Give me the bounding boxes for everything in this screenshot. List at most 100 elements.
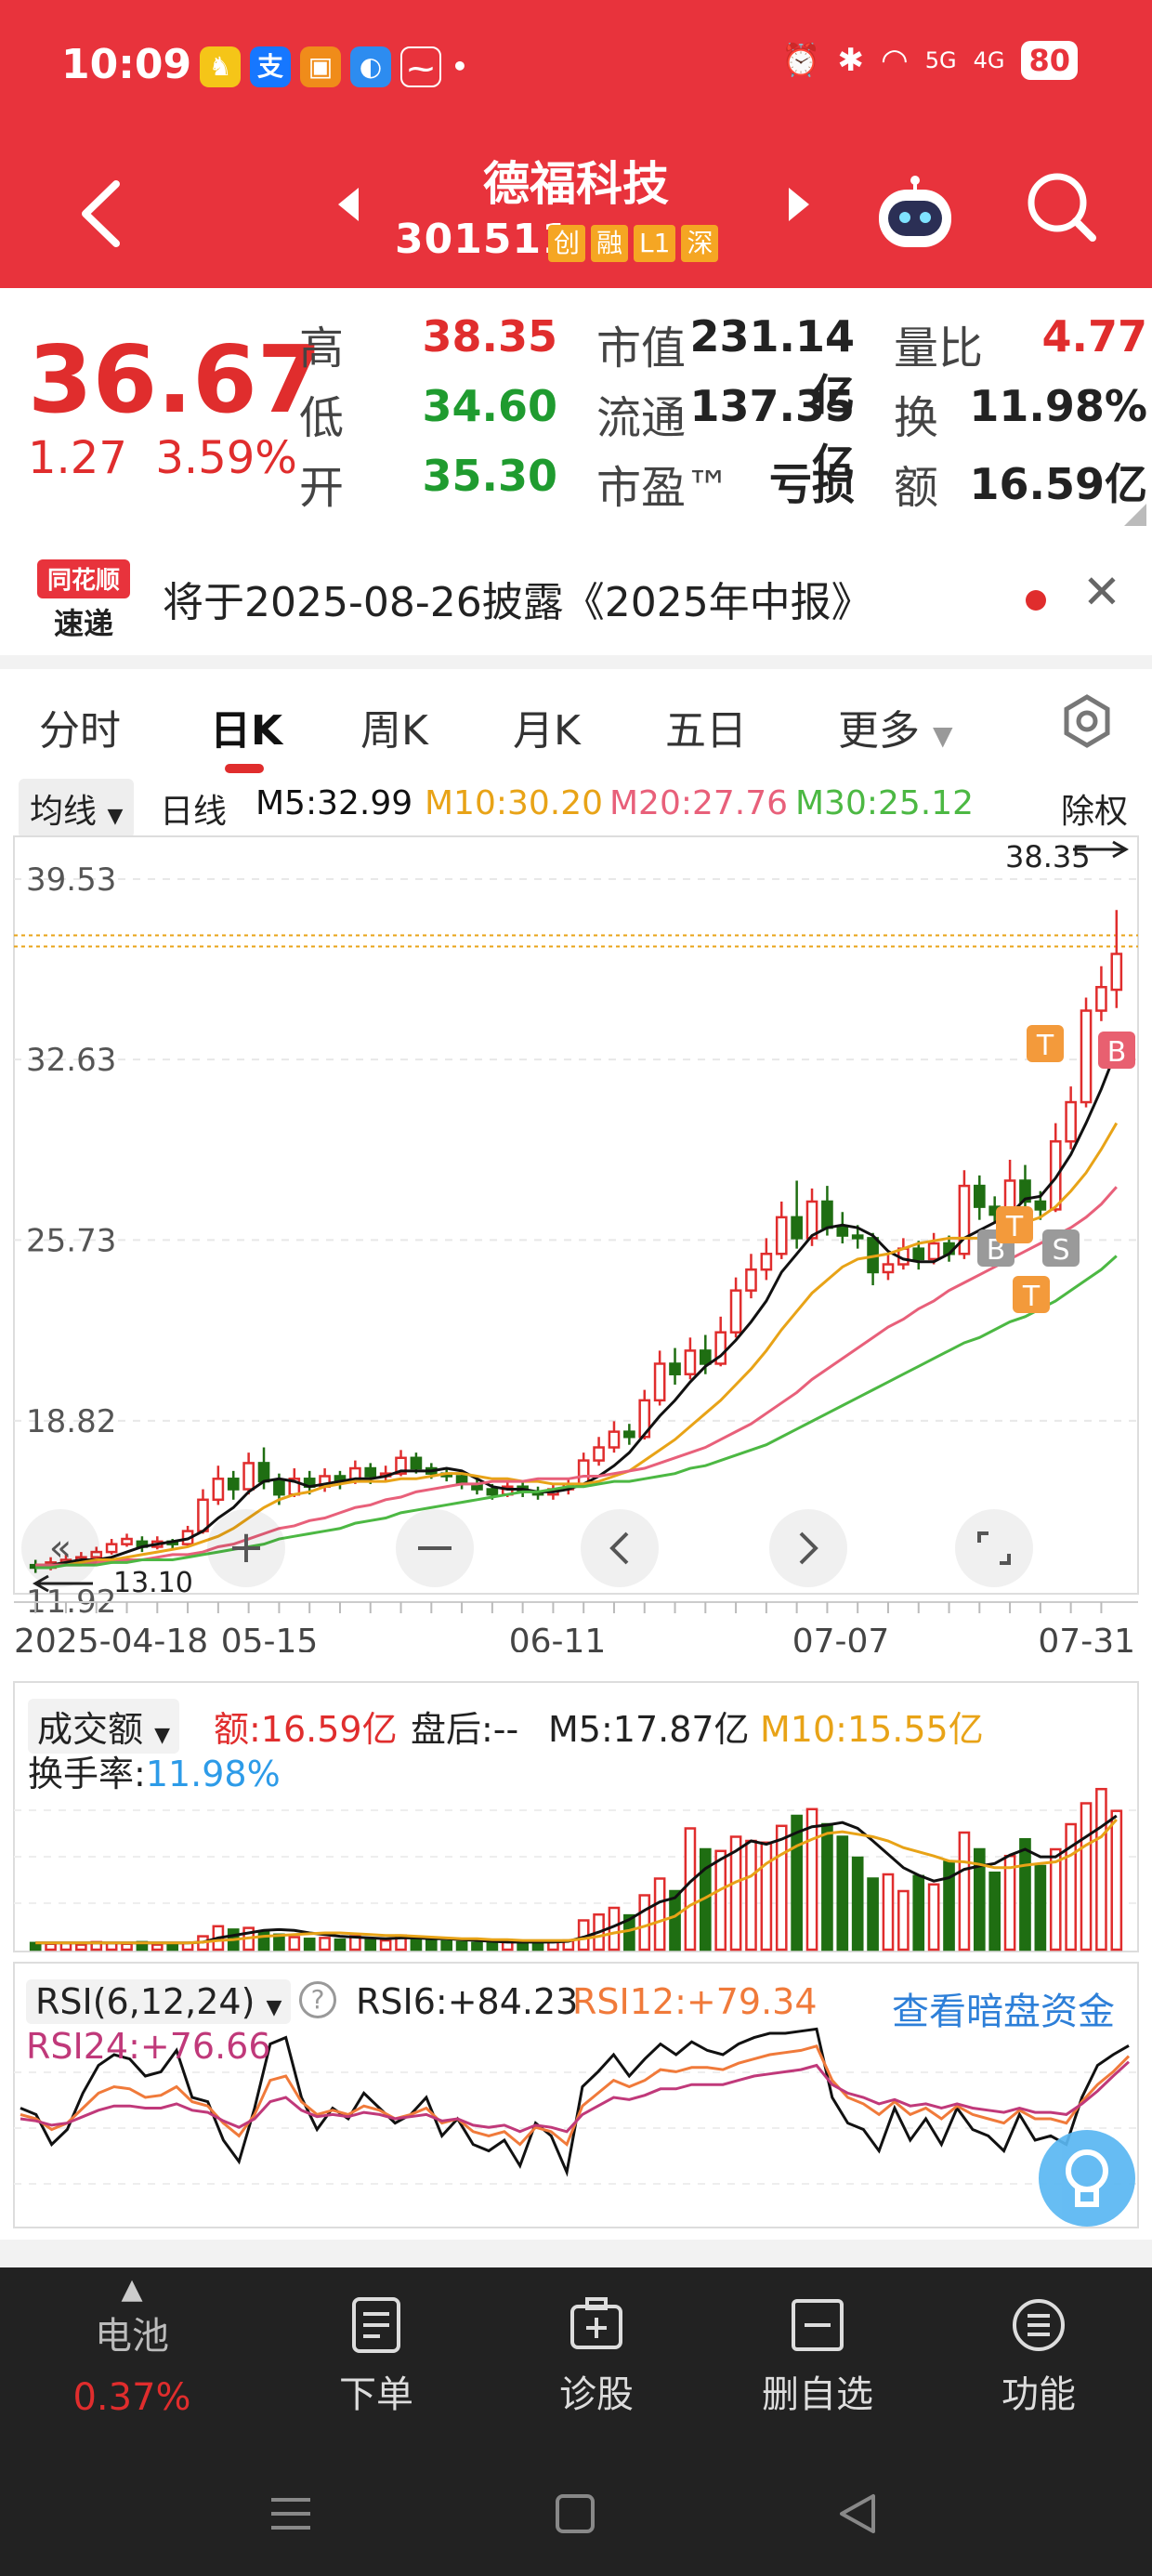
prev-stock-icon[interactable]	[334, 184, 362, 225]
back-icon[interactable]	[74, 177, 130, 251]
trade-marker[interactable]: T	[1027, 1025, 1064, 1062]
announcement-text[interactable]: 将于2025-08-26披露《2025年中报》	[163, 579, 872, 626]
volume-indicator-selector[interactable]: 成交额 ▼	[28, 1699, 180, 1754]
tab-more[interactable]: 更多 ▼	[838, 697, 953, 756]
chevron-down-icon: ▼	[154, 1724, 171, 1747]
volume-bar	[1049, 1847, 1062, 1952]
volume-bar	[379, 1939, 392, 1952]
tab-more-label: 更多	[838, 707, 920, 755]
function-button[interactable]: 功能	[946, 2295, 1132, 2418]
volume-bar	[1095, 1787, 1107, 1952]
scroll-left-button[interactable]	[581, 1509, 659, 1587]
status-bar: 10:09 ♞ 支 ▣ ◐ ⁓ • ⏰ ✱ ◠ 5G 4G 80	[0, 0, 1152, 139]
tab-monthly-k[interactable]: 月K	[513, 707, 581, 755]
volume-bar	[166, 1942, 179, 1952]
low-arrow-icon	[32, 1574, 93, 1593]
after-hours-label: 盘后:--	[411, 1709, 519, 1750]
robot-assistant-icon[interactable]	[873, 175, 957, 253]
volume-panel: 成交额 ▼ 额:16.59亿 盘后:-- M5:17.87亿 M10:15.55…	[0, 1680, 1152, 1959]
expand-corner-icon[interactable]	[1124, 504, 1146, 526]
remove-watchlist-button[interactable]: 删自选	[725, 2295, 910, 2418]
trade-marker[interactable]: S	[1042, 1229, 1080, 1267]
settings-icon[interactable]	[1059, 693, 1115, 749]
menu-icon[interactable]	[268, 2491, 314, 2537]
fullscreen-button[interactable]	[955, 1509, 1033, 1587]
search-icon[interactable]	[1022, 167, 1100, 245]
announcement-banner[interactable]: 同花顺 速递 将于2025-08-26披露《2025年中报》 ✕	[0, 539, 1152, 655]
y-tick-label: 18.82	[26, 1403, 116, 1440]
current-price: 36.67	[28, 325, 322, 434]
volume-bar	[425, 1939, 438, 1952]
amount-label: 额:16.59亿	[214, 1709, 398, 1750]
tab-daily-k[interactable]: 日K	[210, 707, 283, 755]
volume-bar	[714, 1849, 727, 1952]
tab-five-day[interactable]: 五日	[665, 707, 747, 755]
kline-candle	[1110, 910, 1123, 1008]
zoom-in-button[interactable]: +	[207, 1509, 285, 1587]
rsi-panel: RSI(6,12,24) ▼ ? RSI6:+84.23 RSI12:+79.3…	[0, 1961, 1152, 2240]
svg-text:T: T	[1036, 1030, 1054, 1062]
tips-bulb-button[interactable]	[1039, 2130, 1135, 2227]
adjust-button[interactable]: 除权	[1061, 793, 1129, 831]
trade-marker[interactable]: T	[1013, 1276, 1050, 1313]
order-label: 下单	[339, 2373, 413, 2416]
diagnose-button[interactable]: 诊股	[504, 2295, 689, 2418]
kline-candle	[638, 1389, 651, 1440]
next-stock-icon[interactable]	[785, 184, 813, 225]
battery-widget[interactable]: ▲ 电池 0.37%	[39, 2273, 225, 2419]
volume-bar	[988, 1871, 1001, 1952]
back-nav-icon[interactable]	[834, 2491, 881, 2537]
close-icon[interactable]: ✕	[1082, 565, 1121, 619]
ma-selector[interactable]: 均线 ▼	[19, 779, 135, 838]
volume-bar	[319, 1937, 331, 1952]
scroll-right-button[interactable]	[769, 1509, 847, 1587]
scroll-start-button[interactable]: «	[21, 1509, 99, 1587]
kline-x-axis: 2025-04-18 05-15 06-11 07-07 07-31	[14, 1601, 1138, 1652]
y-tick-label: 32.63	[26, 1042, 116, 1079]
float-label: 流通	[596, 392, 687, 444]
period-tabs: 分时 日K 周K 月K 五日 更多 ▼	[0, 669, 1152, 773]
chevron-down-icon: ▼	[933, 720, 953, 751]
home-icon[interactable]	[554, 2492, 596, 2535]
mktcap-value: 231.14亿	[689, 311, 855, 420]
svg-text:«: «	[49, 1527, 72, 1570]
kline-candle	[1095, 966, 1107, 1021]
volume-bar	[471, 1941, 483, 1952]
system-nav-bar	[0, 2453, 1152, 2576]
ma-line-m20	[35, 1186, 1118, 1567]
stock-name: 德福科技	[483, 157, 669, 211]
help-icon[interactable]: ?	[299, 1981, 336, 2018]
tag-l1: L1	[634, 225, 676, 262]
dark-pool-link[interactable]: 查看暗盘资金	[892, 1991, 1115, 2033]
pe-value: 亏损	[769, 459, 855, 509]
volume-bar	[75, 1943, 87, 1952]
kline-plot-area	[13, 835, 1139, 1595]
stock-code: 301511	[395, 216, 571, 263]
rsi-line-rsi6	[20, 2027, 1130, 2177]
bottom-toolbar: ▲ 电池 0.37% 下单 诊股 删自选 功能	[0, 2267, 1152, 2453]
volume-bar	[927, 1883, 940, 1952]
tab-intraday[interactable]: 分时	[39, 707, 121, 755]
kline-candle	[760, 1238, 773, 1281]
trade-marker[interactable]: T	[996, 1206, 1033, 1243]
volume-ma-line	[35, 1819, 1118, 1945]
volume-bar	[257, 1929, 270, 1952]
float-value: 137.35亿	[689, 381, 855, 490]
volume-bar	[1065, 1822, 1077, 1952]
zoom-out-button[interactable]	[396, 1509, 474, 1587]
volume-bar	[1110, 1809, 1123, 1952]
kline-candle	[608, 1421, 621, 1453]
rsi12-label: RSI12:+79.34	[572, 1981, 818, 2022]
order-button[interactable]: 下单	[283, 2295, 469, 2418]
tab-weekly-k[interactable]: 周K	[360, 707, 428, 755]
tonghuashun-express-logo: 同花顺 速递	[37, 559, 130, 641]
rsi-indicator-selector[interactable]: RSI(6,12,24) ▼	[26, 1979, 292, 2024]
volume-bar	[912, 1874, 925, 1952]
volume-bar	[775, 1824, 788, 1952]
kline-candle	[791, 1180, 803, 1249]
trade-marker[interactable]: B	[1098, 1032, 1135, 1069]
kline-candle	[653, 1350, 666, 1406]
remove-watchlist-icon	[792, 2299, 844, 2351]
